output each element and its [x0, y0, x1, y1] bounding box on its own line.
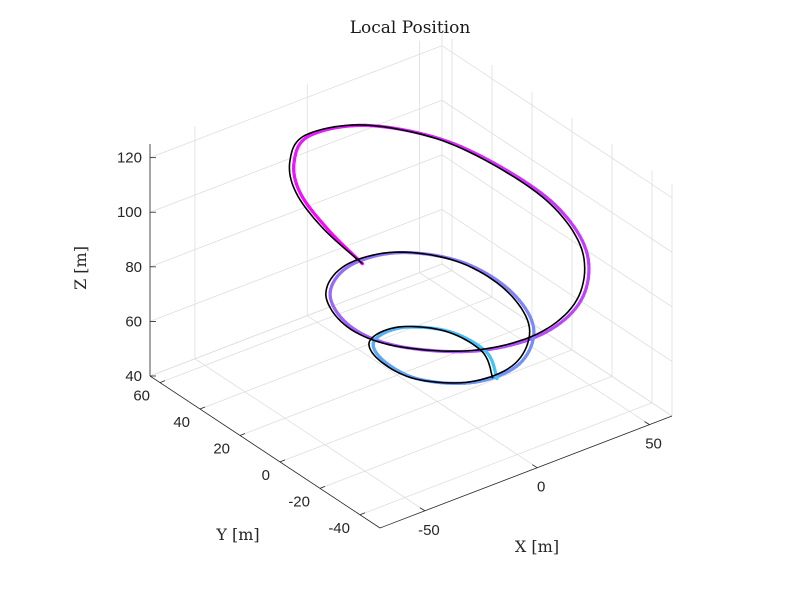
- x-tick-label: 0: [537, 479, 545, 496]
- x-tick-label: 50: [645, 436, 662, 453]
- z-tick-label: 120: [117, 150, 142, 167]
- grid-line-z-side: [441, 45, 673, 198]
- x-tick-label: -50: [418, 522, 440, 539]
- grid-line-z-side: [441, 99, 673, 253]
- grid-line-z-side: [441, 209, 673, 362]
- z-tick-label: 100: [117, 204, 142, 221]
- z-tick-label: 40: [125, 368, 142, 385]
- y-tick-label: -40: [328, 520, 350, 537]
- x-axis-label: X [m]: [515, 537, 559, 556]
- y-tick: [239, 433, 246, 436]
- y-axis-label: Y [m]: [215, 525, 259, 544]
- series-layer: [288, 123, 591, 386]
- series-reference: [288, 124, 586, 384]
- z-tick-label: 60: [125, 313, 142, 330]
- y-tick: [199, 406, 206, 410]
- y-tick: [159, 380, 166, 383]
- y-tick-label: 40: [173, 414, 190, 431]
- grid-line-z-back: [149, 45, 443, 159]
- z-tick-label: 80: [125, 259, 142, 276]
- x-tick: [419, 507, 426, 512]
- z-axis-label: Z [m]: [71, 246, 90, 290]
- chart-title: Local Position: [350, 18, 471, 38]
- grid-line-z-back: [149, 154, 443, 268]
- grid-line-y-floor: [279, 349, 573, 463]
- y-tick-label: -20: [288, 493, 310, 510]
- series-actual-segment: [494, 375, 499, 381]
- grid-line-x-floor: [307, 315, 538, 469]
- x-tick: [644, 421, 650, 425]
- y-tick-label: 0: [262, 467, 270, 484]
- y-tick-label: 20: [213, 440, 230, 457]
- y-tick: [279, 459, 286, 463]
- y-tick-label: 60: [133, 388, 150, 405]
- grid-line-y-floor: [239, 323, 533, 436]
- grid-line-y-floor: [199, 296, 493, 410]
- series-reference-line: [288, 124, 586, 384]
- x-axis-line: [379, 415, 673, 529]
- y-tick: [359, 512, 366, 516]
- grid-line-y-floor: [159, 270, 453, 383]
- grid-line-y-floor: [359, 402, 653, 516]
- series-actual: [292, 123, 591, 386]
- x-tick: [532, 464, 538, 469]
- grid-line-x-floor: [419, 272, 650, 425]
- axis-layer: [149, 144, 673, 529]
- grid-line-y-floor: [319, 375, 613, 489]
- tick-label-layer: -50 0 50 -40 -20 0 20 40 60 40 60 80 100 120: [117, 150, 662, 539]
- y-axis-line: [149, 375, 381, 529]
- grid-line-z-back: [149, 209, 443, 322]
- grid-line-z-side: [441, 154, 673, 308]
- box-edge-floor-right: [441, 263, 673, 417]
- box-edge-floor-back: [149, 263, 443, 377]
- grid-line-x-floor: [194, 358, 426, 512]
- y-tick: [319, 485, 326, 489]
